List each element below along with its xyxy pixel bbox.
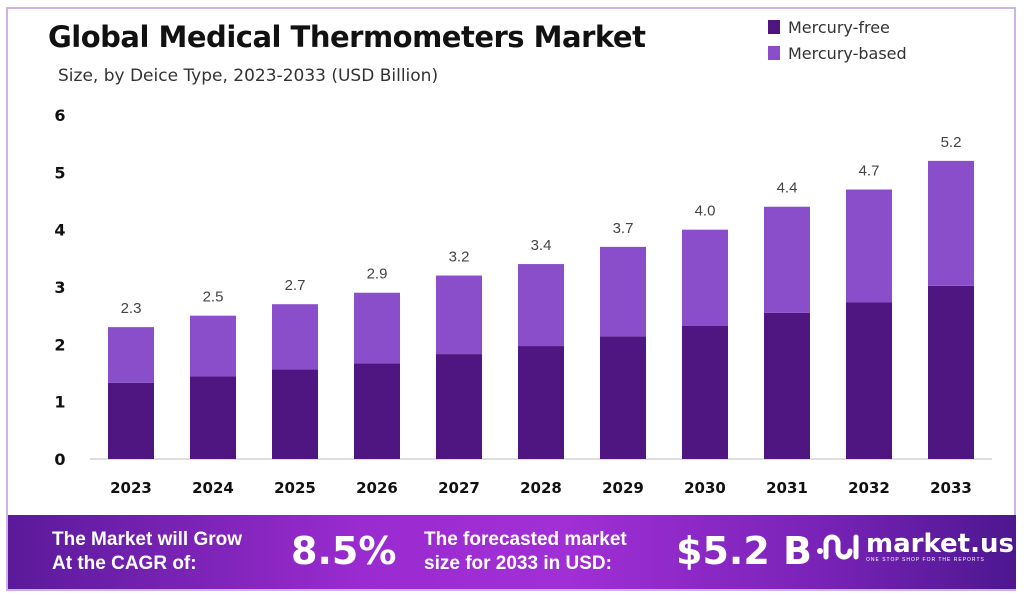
- bar-segment-mercury-free: [436, 354, 482, 459]
- total-data-label: 4.0: [695, 203, 716, 220]
- bar-segment-mercury-free: [600, 336, 646, 459]
- bar-segment-mercury-free: [190, 376, 236, 459]
- x-tick-label: 2029: [602, 479, 644, 497]
- market-us-logo-icon: [817, 534, 859, 560]
- total-data-label: 4.7: [859, 163, 880, 180]
- y-tick-label: 3: [54, 278, 65, 297]
- x-tick-label: 2027: [438, 479, 480, 497]
- total-data-label: 3.4: [531, 237, 552, 254]
- footer-banner: The Market will Grow At the CAGR of: 8.5…: [8, 515, 1016, 589]
- forecast-label: The forecasted market size for 2033 in U…: [424, 528, 627, 576]
- bar-segment-mercury-based: [600, 246, 646, 337]
- total-data-label: 3.7: [613, 220, 634, 237]
- total-data-label: 2.7: [285, 277, 306, 294]
- forecast-value: $5.2 B: [676, 529, 812, 573]
- total-data-label: 2.3: [121, 300, 142, 317]
- y-axis: 0 1 2 3 4 5 6: [54, 106, 65, 469]
- chart-subtitle: Size, by Deice Type, 2023-2033 (USD Bill…: [58, 66, 439, 86]
- total-data-label: 4.4: [777, 180, 798, 197]
- legend-item-mercury-free: Mercury-free: [768, 14, 907, 40]
- bar-segment-mercury-free: [108, 382, 154, 459]
- y-tick-label: 2: [54, 335, 65, 354]
- total-data-label: 2.9: [367, 266, 388, 283]
- legend-swatch-mercury-free: [768, 20, 780, 34]
- x-tick-label: 2033: [930, 479, 972, 497]
- bar-segment-mercury-based: [190, 315, 236, 377]
- bar-segment-mercury-free: [928, 285, 974, 459]
- cagr-label-line1: The Market will Grow: [52, 529, 243, 550]
- x-tick-label: 2026: [356, 479, 398, 497]
- bar-segment-mercury-free: [518, 346, 564, 459]
- total-data-label: 5.2: [941, 134, 962, 151]
- bar-segment-mercury-based: [518, 264, 564, 347]
- bars: 2.3 2023 2.5 2024 2.7 2025 2.9 2026 3.2 2027 3.4 20…: [108, 134, 974, 497]
- cagr-label-line2: At the CAGR of:: [52, 553, 197, 574]
- y-tick-label: 1: [54, 393, 65, 412]
- bar-segment-mercury-free: [764, 312, 810, 459]
- legend-swatch-mercury-based: [768, 46, 780, 60]
- bar-segment-mercury-based: [436, 275, 482, 355]
- x-tick-label: 2025: [274, 479, 316, 497]
- forecast-label-line2: size for 2033 in USD:: [424, 553, 612, 574]
- x-tick-label: 2031: [766, 479, 808, 497]
- x-tick-label: 2024: [192, 479, 234, 497]
- bar-segment-mercury-free: [272, 369, 318, 459]
- bar-segment-mercury-based: [846, 189, 892, 303]
- brand-name: market.us: [866, 529, 1014, 559]
- bar-segment-mercury-based: [354, 292, 400, 364]
- legend-label: Mercury-based: [788, 43, 907, 63]
- bar-segment-mercury-based: [764, 206, 810, 313]
- bar-segment-mercury-based: [682, 229, 728, 326]
- legend-item-mercury-based: Mercury-based: [768, 40, 907, 66]
- bar-segment-mercury-free: [682, 325, 728, 459]
- bar-segment-mercury-free: [354, 363, 400, 459]
- legend: Mercury-free Mercury-based: [768, 14, 907, 66]
- bar-segment-mercury-based: [108, 327, 154, 383]
- chart-frame: [6, 7, 1016, 591]
- legend-label: Mercury-free: [788, 17, 890, 37]
- x-tick-label: 2023: [110, 479, 152, 497]
- x-tick-label: 2030: [684, 479, 726, 497]
- chart-title: Global Medical Thermometers Market: [48, 20, 646, 54]
- bar-segment-mercury-free: [846, 302, 892, 459]
- brand-tagline: ONE STOP SHOP FOR THE REPORTS: [866, 557, 985, 563]
- brand-logo: market.us ONE STOP SHOP FOR THE REPORTS: [816, 529, 1014, 565]
- y-tick-label: 0: [54, 450, 65, 469]
- y-tick-label: 5: [54, 163, 65, 182]
- forecast-label-line1: The forecasted market: [424, 529, 627, 550]
- total-data-label: 3.2: [449, 249, 470, 266]
- bar-segment-mercury-based: [272, 304, 318, 370]
- bar-segment-mercury-based: [928, 160, 974, 286]
- x-tick-label: 2032: [848, 479, 890, 497]
- x-tick-label: 2028: [520, 479, 562, 497]
- cagr-label: The Market will Grow At the CAGR of:: [52, 528, 242, 576]
- y-tick-label: 4: [54, 221, 65, 240]
- y-tick-label: 6: [54, 106, 65, 125]
- total-data-label: 2.5: [203, 289, 224, 306]
- cagr-value: 8.5%: [291, 529, 397, 573]
